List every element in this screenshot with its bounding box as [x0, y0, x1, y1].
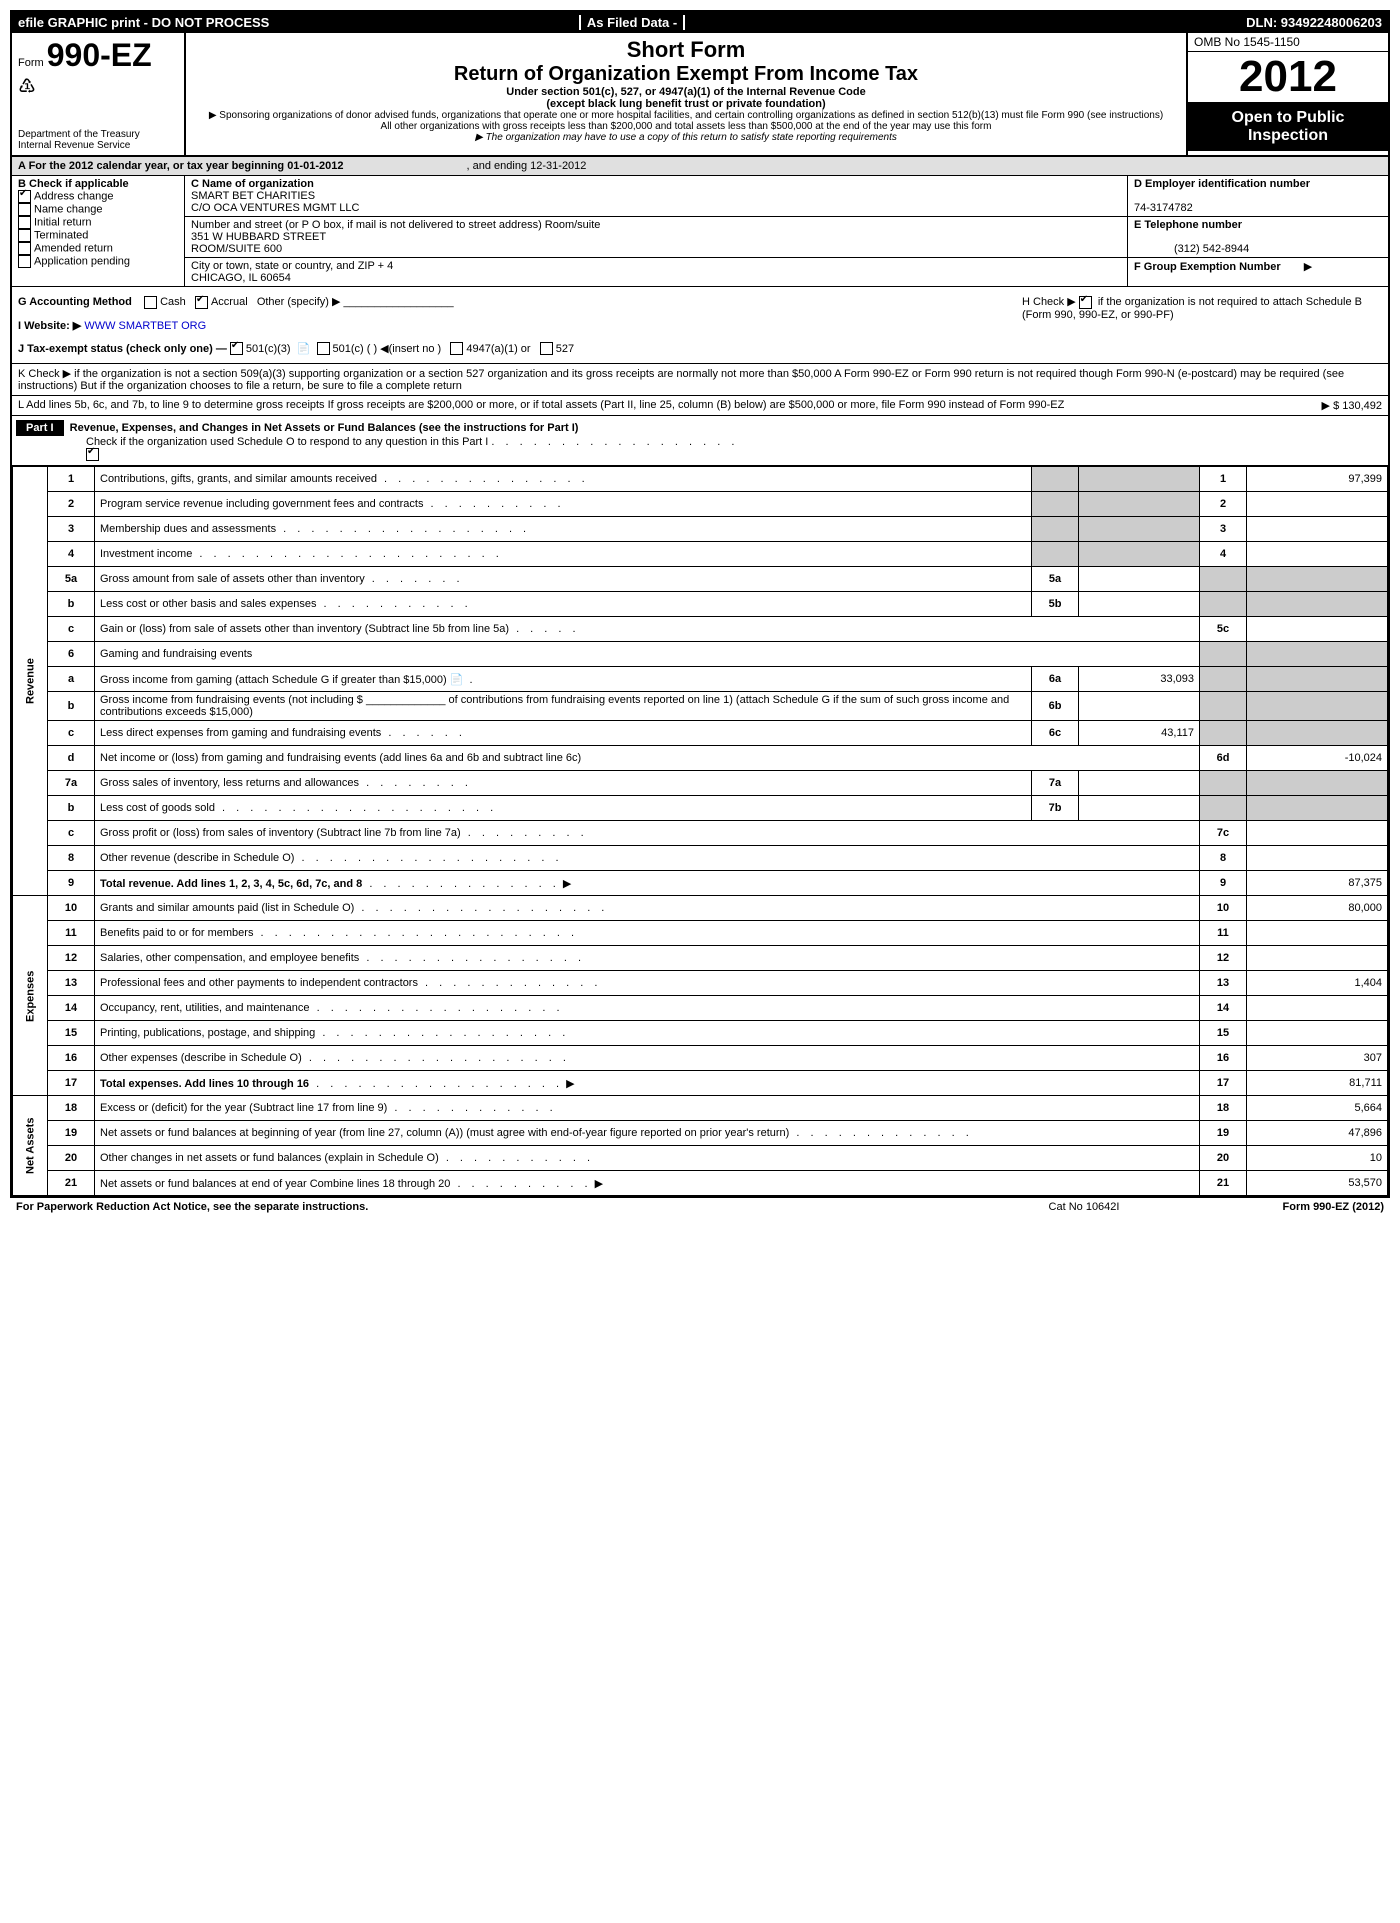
cb-cash[interactable]	[144, 296, 157, 309]
street-label: Number and street (or P O box, if mail i…	[191, 219, 600, 231]
tax-year: 2012	[1188, 52, 1388, 103]
form-sub1: Under section 501(c), 527, or 4947(a)(1)…	[190, 86, 1182, 98]
part1-header: Part I Revenue, Expenses, and Changes in…	[12, 416, 1388, 466]
phone: (312) 542-8944	[1174, 243, 1249, 255]
form-990ez: efile GRAPHIC print - DO NOT PROCESS As …	[10, 10, 1390, 1198]
efile-dln: DLN: 93492248006203	[1246, 15, 1382, 30]
section-l: L Add lines 5b, 6c, and 7b, to line 9 to…	[12, 396, 1388, 416]
efile-mid: As Filed Data -	[587, 15, 677, 30]
cb-initial[interactable]	[18, 216, 31, 229]
page-footer: For Paperwork Reduction Act Notice, see …	[10, 1198, 1390, 1216]
org-co: C/O OCA VENTURES MGMT LLC	[191, 202, 360, 214]
cb-501c[interactable]	[317, 342, 330, 355]
part1-table: Revenue 1 Contributions, gifts, grants, …	[12, 466, 1388, 1196]
f-label: F Group Exemption Number	[1134, 261, 1281, 273]
line21-val: 53,570	[1247, 1171, 1388, 1196]
line1-val: 97,399	[1247, 467, 1388, 492]
section-gh: G Accounting Method Cash Accrual Other (…	[12, 287, 1388, 364]
f-arrow: ▶	[1304, 261, 1312, 273]
suite: ROOM/SUITE 600	[191, 243, 282, 255]
line17-val: 81,711	[1247, 1071, 1388, 1096]
omb-number: OMB No 1545-1150	[1188, 33, 1388, 52]
form-note2: All other organizations with gross recei…	[190, 121, 1182, 132]
form-number: 990-EZ	[47, 37, 152, 73]
cb-amended[interactable]	[18, 242, 31, 255]
sidebar-revenue: Revenue	[24, 658, 36, 704]
entity-block: B Check if applicable Address change Nam…	[12, 176, 1388, 287]
cb-schedule-o[interactable]	[86, 448, 99, 461]
street: 351 W HUBBARD STREET	[191, 231, 326, 243]
footer-paperwork: For Paperwork Reduction Act Notice, see …	[16, 1201, 984, 1213]
form-header: Form 990-EZ ♳ Department of the Treasury…	[12, 33, 1388, 157]
efile-bar: efile GRAPHIC print - DO NOT PROCESS As …	[12, 12, 1388, 33]
cb-4947[interactable]	[450, 342, 463, 355]
line6a-val: 33,093	[1079, 667, 1200, 692]
cb-terminated[interactable]	[18, 229, 31, 242]
section-k: K Check ▶ if the organization is not a s…	[12, 364, 1388, 396]
open-public: Open to Public Inspection	[1188, 103, 1388, 151]
part1-heading: Revenue, Expenses, and Changes in Net As…	[70, 422, 579, 434]
part1-badge: Part I	[16, 420, 64, 436]
d-label: D Employer identification number	[1134, 178, 1310, 190]
icon-doc: 📄	[297, 343, 311, 355]
cb-pending[interactable]	[18, 255, 31, 268]
efile-left: efile GRAPHIC print - DO NOT PROCESS	[18, 15, 573, 30]
dept-irs: Internal Revenue Service	[18, 140, 178, 151]
line9-val: 87,375	[1247, 871, 1388, 896]
short-form: Short Form	[190, 37, 1182, 63]
line20-val: 10	[1247, 1146, 1388, 1171]
footer-formno: Form 990-EZ (2012)	[1184, 1201, 1384, 1213]
cb-address-change[interactable]	[18, 190, 31, 203]
h-label: H Check ▶	[1022, 296, 1076, 308]
sidebar-netassets: Net Assets	[24, 1117, 36, 1173]
sidebar-expenses: Expenses	[24, 970, 36, 1021]
line16-val: 307	[1247, 1046, 1388, 1071]
cb-527[interactable]	[540, 342, 553, 355]
ein: 74-3174782	[1134, 202, 1193, 214]
form-sub2: (except black lung benefit trust or priv…	[190, 98, 1182, 110]
footer-catno: Cat No 10642I	[984, 1201, 1184, 1213]
line6d-val: -10,024	[1247, 746, 1388, 771]
c-label: C Name of organization	[191, 178, 314, 190]
line18-val: 5,664	[1247, 1096, 1388, 1121]
line6c-val: 43,117	[1079, 721, 1200, 746]
cb-schedule-b[interactable]	[1079, 296, 1092, 309]
j-label: J Tax-exempt status (check only one) —	[18, 343, 227, 355]
form-title: Return of Organization Exempt From Incom…	[190, 63, 1182, 86]
city-label: City or town, state or country, and ZIP …	[191, 260, 393, 272]
label-b: B Check if applicable	[18, 178, 129, 190]
form-note3: ▶ The organization may have to use a cop…	[190, 132, 1182, 143]
org-name: SMART BET CHARITIES	[191, 190, 315, 202]
form-prefix: Form	[18, 57, 44, 69]
recycle-icon: ♳	[18, 74, 178, 99]
form-note1: ▶ Sponsoring organizations of donor advi…	[190, 110, 1182, 121]
cb-accrual[interactable]	[195, 296, 208, 309]
dept-treasury: Department of the Treasury	[18, 129, 178, 140]
line13-val: 1,404	[1247, 971, 1388, 996]
website-link[interactable]: WWW SMARTBET ORG	[84, 320, 206, 332]
cb-name-change[interactable]	[18, 203, 31, 216]
i-label: I Website: ▶	[18, 320, 81, 332]
section-a-row: A For the 2012 calendar year, or tax yea…	[12, 157, 1388, 176]
city: CHICAGO, IL 60654	[191, 272, 291, 284]
e-label: E Telephone number	[1134, 219, 1242, 231]
line10-val: 80,000	[1247, 896, 1388, 921]
line19-val: 47,896	[1247, 1121, 1388, 1146]
g-label: G Accounting Method	[18, 296, 132, 308]
gross-receipts: ▶ $ 130,492	[1232, 399, 1382, 412]
cb-501c3[interactable]	[230, 342, 243, 355]
